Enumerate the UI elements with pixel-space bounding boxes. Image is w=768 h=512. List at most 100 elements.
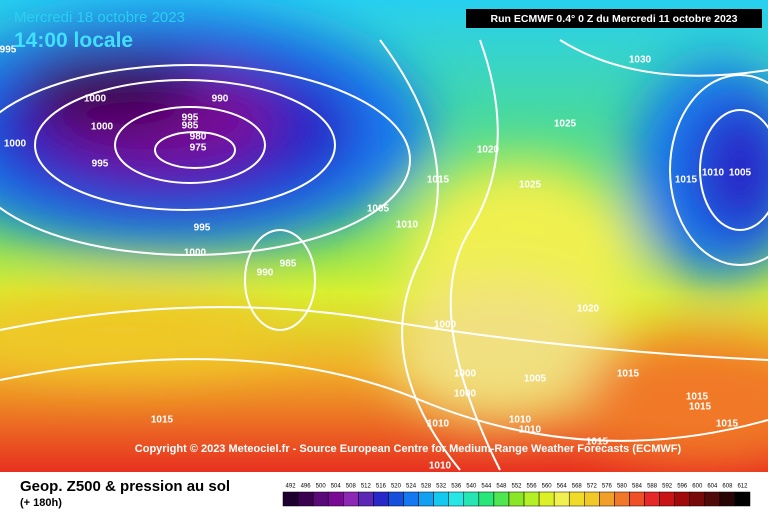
isobars	[0, 39, 768, 471]
isobar-label: 1015	[686, 392, 709, 403]
field	[0, 0, 768, 472]
scale-label: 576	[602, 484, 613, 490]
isobar-label: 1005	[367, 204, 390, 215]
isobar-label: 985	[280, 259, 297, 270]
scale-cell	[282, 491, 299, 507]
scale-label: 540	[466, 484, 477, 490]
scale-label: 580	[617, 484, 628, 490]
scale-cell	[448, 491, 465, 507]
isobar-label: 975	[190, 143, 207, 154]
scale-cell	[327, 491, 344, 507]
scale-label: 588	[647, 484, 658, 490]
scale-label: 496	[301, 484, 312, 490]
isobar-label: 1010	[509, 415, 532, 426]
scale-label: 604	[707, 484, 718, 490]
scale-cell	[689, 491, 706, 507]
isobar-label: 995	[92, 159, 109, 170]
isobar-label: 1000	[84, 94, 107, 105]
isobar-label: 1000	[454, 389, 477, 400]
isobar-label: 980	[190, 132, 207, 143]
scale-cell	[659, 491, 675, 507]
isobar-label: 1015	[586, 437, 609, 448]
isobar-label: 1000	[454, 369, 477, 380]
scale-label: 552	[511, 484, 522, 490]
isobar-label: 995	[0, 45, 17, 56]
scale-cell	[373, 491, 389, 507]
scale-label: 600	[692, 484, 703, 490]
scale-label: 508	[346, 484, 357, 490]
isobar-label: 1020	[577, 304, 600, 315]
scale-cell	[358, 491, 374, 507]
scale-cell	[644, 491, 660, 507]
scale-cell	[523, 491, 540, 507]
scale-cell	[418, 491, 434, 507]
scale-label: 608	[722, 484, 733, 490]
scale-cell	[719, 491, 736, 507]
run-box	[466, 9, 762, 28]
isobar-label: 995	[194, 223, 211, 234]
isobar-label: 1015	[675, 175, 698, 186]
isobar-label: 1015	[151, 415, 174, 426]
isobar-label: 1010	[702, 168, 725, 179]
isobar-label: 1005	[524, 374, 547, 385]
scale-cell	[734, 491, 751, 507]
run-info: Run ECMWF 0.4° 0 Z du Mercredi 11 octobr…	[491, 13, 738, 25]
scale-cell	[297, 491, 314, 507]
scale-cell	[463, 491, 480, 507]
scale-cell	[674, 491, 690, 507]
scale-label: 584	[632, 484, 643, 490]
isobar-label: 985	[182, 121, 199, 132]
scale-label: 524	[406, 484, 417, 490]
isobar-label: 1015	[689, 402, 712, 413]
isobar-label: 1015	[427, 175, 450, 186]
scale-cell	[508, 491, 525, 507]
scale-cell	[584, 491, 600, 507]
scale-cell	[312, 491, 329, 507]
scale-label: 568	[572, 484, 583, 490]
isobar-label: 1025	[554, 119, 577, 130]
scale-cell	[599, 491, 615, 507]
isobar-label: 1025	[519, 180, 542, 191]
scale-cell	[478, 491, 495, 507]
scale-cell	[704, 491, 721, 507]
isobar-label: 990	[257, 268, 274, 279]
isobar-label: 1020	[477, 145, 500, 156]
scale-cell	[553, 491, 570, 507]
scale-label: 560	[542, 484, 553, 490]
scale-label: 612	[737, 484, 748, 490]
isobar-label: 1005	[729, 168, 752, 179]
scale-label: 512	[361, 484, 372, 490]
scale-cell	[403, 491, 419, 507]
isobar-label: 1030	[629, 55, 652, 66]
scale-cell	[629, 491, 645, 507]
isobar-label: 995	[182, 113, 199, 124]
scale-label: 548	[496, 484, 507, 490]
scale-cell	[614, 491, 630, 507]
scale-label: 556	[527, 484, 538, 490]
scale-label: 532	[436, 484, 447, 490]
scale-label: 520	[391, 484, 402, 490]
scale-label: 516	[376, 484, 387, 490]
scale-label: 492	[286, 484, 297, 490]
isobar-label: 1015	[716, 419, 739, 430]
scale-label: 564	[557, 484, 568, 490]
scale-label: 504	[331, 484, 342, 490]
legend-title: Geop. Z500 & pression au sol	[20, 478, 230, 495]
scale-cell	[568, 491, 585, 507]
isobar-label: 1000	[184, 248, 207, 259]
isobar-label: 1010	[427, 419, 450, 430]
scale-label: 536	[451, 484, 462, 490]
lead-time: (+ 180h)	[20, 497, 62, 509]
scale-cell	[538, 491, 555, 507]
isobar-label: 1000	[4, 139, 27, 150]
scale-label: 528	[421, 484, 432, 490]
isobar-label: 1010	[396, 220, 419, 231]
scale-cell	[343, 491, 359, 507]
isobar-label: 1010	[519, 425, 542, 436]
isobar-label: 1010	[429, 461, 452, 472]
isobar-label: 1015	[617, 369, 640, 380]
scale-label: 500	[316, 484, 327, 490]
scale-cell	[493, 491, 510, 507]
date: Mercredi 18 octobre 2023	[14, 9, 185, 26]
